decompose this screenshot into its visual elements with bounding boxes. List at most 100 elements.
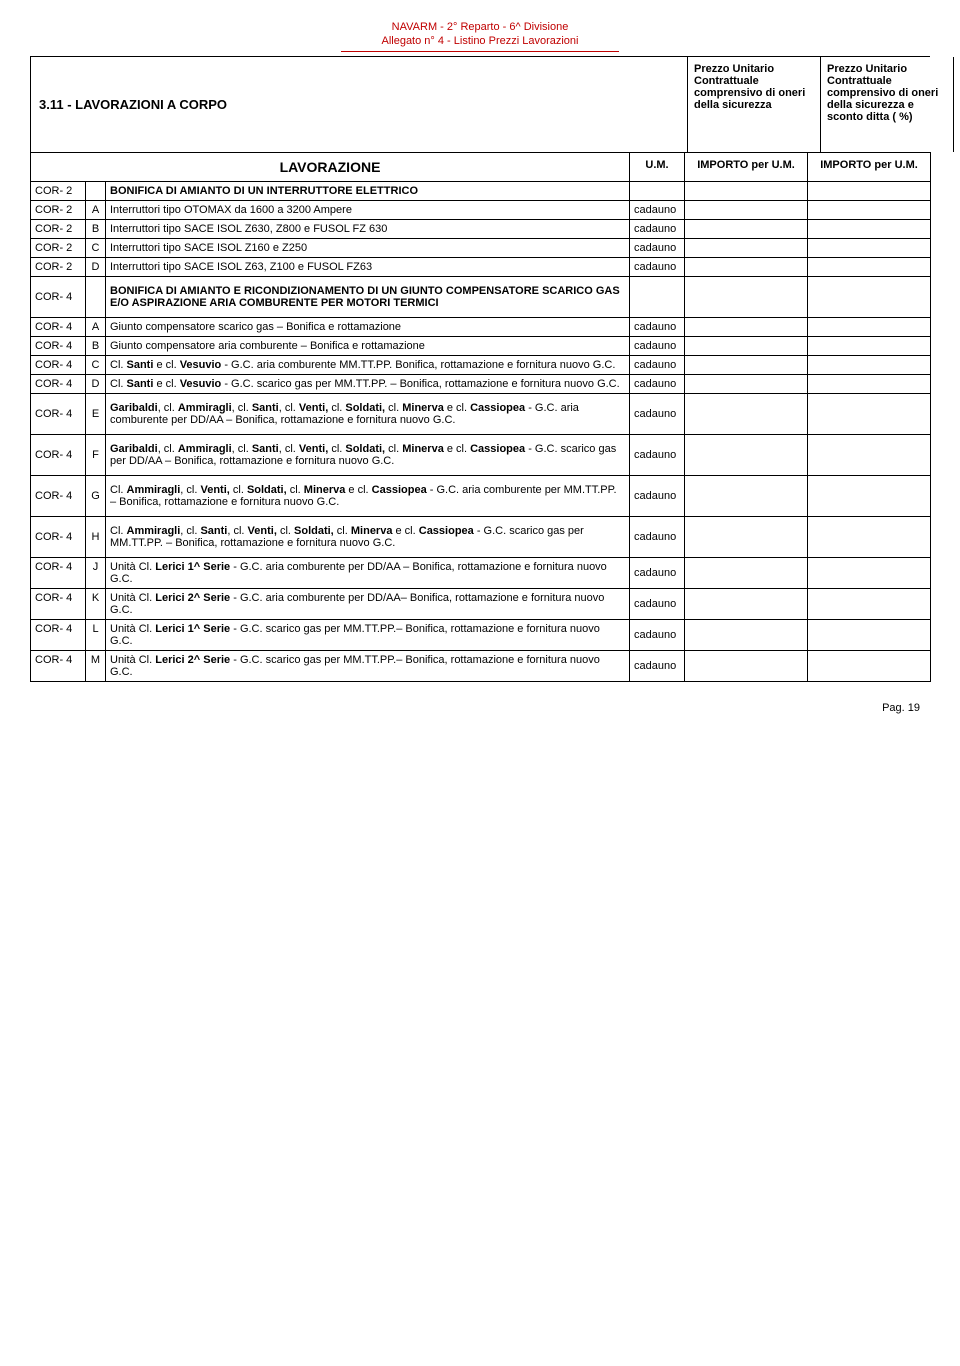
um-cell	[630, 276, 685, 317]
letter-cell: K	[86, 588, 106, 619]
letter-cell: H	[86, 516, 106, 557]
importo1-cell	[685, 257, 808, 276]
letter-cell	[86, 276, 106, 317]
letter-cell: F	[86, 434, 106, 475]
table-row: COR- 2BInterruttori tipo SACE ISOL Z630,…	[31, 219, 931, 238]
um-cell: cadauno	[630, 393, 685, 434]
table-row: COR- 4KUnità Cl. Lerici 2^ Serie - G.C. …	[31, 588, 931, 619]
table-row: COR- 4CCl. Santi e cl. Vesuvio - G.C. ar…	[31, 355, 931, 374]
table-header-row: LAVORAZIONE U.M. IMPORTO per U.M. IMPORT…	[31, 152, 931, 181]
letter-cell: E	[86, 393, 106, 434]
price-col-2: Prezzo Unitario Contrattuale comprensivo…	[820, 57, 954, 152]
um-cell: cadauno	[630, 557, 685, 588]
doc-header: NAVARM - 2° Reparto - 6^ Divisione Alleg…	[30, 20, 930, 52]
um-cell: cadauno	[630, 200, 685, 219]
table-row: COR- 4AGiunto compensatore scarico gas –…	[31, 317, 931, 336]
table-row: COR- 4GCl. Ammiragli, cl. Venti, cl. Sol…	[31, 475, 931, 516]
description-cell: Interruttori tipo SACE ISOL Z630, Z800 e…	[106, 219, 630, 238]
code-cell: COR- 2	[31, 200, 86, 219]
importo1-cell	[685, 475, 808, 516]
table-row: COR- 4DCl. Santi e cl. Vesuvio - G.C. sc…	[31, 374, 931, 393]
importo1-cell	[685, 557, 808, 588]
importo2-cell	[808, 276, 931, 317]
importo1-cell	[685, 393, 808, 434]
importo2-cell	[808, 219, 931, 238]
letter-cell: C	[86, 238, 106, 257]
description-cell: BONIFICA DI AMIANTO DI UN INTERRUTTORE E…	[106, 181, 630, 200]
importo2-cell	[808, 588, 931, 619]
importo1-cell	[685, 276, 808, 317]
code-cell: COR- 4	[31, 355, 86, 374]
code-cell: COR- 4	[31, 475, 86, 516]
letter-cell: J	[86, 557, 106, 588]
um-cell: cadauno	[630, 619, 685, 650]
table-row: COR- 4JUnità Cl. Lerici 1^ Serie - G.C. …	[31, 557, 931, 588]
importo1-cell	[685, 434, 808, 475]
importo1-cell	[685, 588, 808, 619]
importo2-cell	[808, 619, 931, 650]
th-importo-2: IMPORTO per U.M.	[808, 152, 931, 181]
importo2-cell	[808, 317, 931, 336]
code-cell: COR- 4	[31, 393, 86, 434]
code-cell: COR- 4	[31, 557, 86, 588]
section-title: 3.11 - LAVORAZIONI A CORPO	[30, 57, 687, 152]
th-lavorazione: LAVORAZIONE	[31, 152, 630, 181]
description-cell: Cl. Santi e cl. Vesuvio - G.C. scarico g…	[106, 374, 630, 393]
code-cell: COR- 4	[31, 619, 86, 650]
importo2-cell	[808, 238, 931, 257]
letter-cell: D	[86, 374, 106, 393]
description-cell: Giunto compensatore aria comburente – Bo…	[106, 336, 630, 355]
table-row: COR- 4HCl. Ammiragli, cl. Santi, cl. Ven…	[31, 516, 931, 557]
um-cell: cadauno	[630, 374, 685, 393]
table-row: COR- 4BGiunto compensatore aria comburen…	[31, 336, 931, 355]
importo1-cell	[685, 219, 808, 238]
letter-cell: M	[86, 650, 106, 681]
um-cell: cadauno	[630, 434, 685, 475]
um-cell: cadauno	[630, 355, 685, 374]
table-row: COR- 2AInterruttori tipo OTOMAX da 1600 …	[31, 200, 931, 219]
header-line1: NAVARM - 2° Reparto - 6^ Divisione	[30, 20, 930, 34]
letter-cell: D	[86, 257, 106, 276]
main-table: LAVORAZIONE U.M. IMPORTO per U.M. IMPORT…	[30, 152, 931, 682]
importo2-cell	[808, 650, 931, 681]
description-cell: Garibaldi, cl. Ammiragli, cl. Santi, cl.…	[106, 393, 630, 434]
code-cell: COR- 4	[31, 588, 86, 619]
description-cell: Unità Cl. Lerici 1^ Serie - G.C. scarico…	[106, 619, 630, 650]
description-cell: Garibaldi, cl. Ammiragli, cl. Santi, cl.…	[106, 434, 630, 475]
letter-cell: C	[86, 355, 106, 374]
table-row: COR- 4EGaribaldi, cl. Ammiragli, cl. San…	[31, 393, 931, 434]
description-cell: Cl. Ammiragli, cl. Santi, cl. Venti, cl.…	[106, 516, 630, 557]
importo1-cell	[685, 650, 808, 681]
letter-cell: B	[86, 336, 106, 355]
code-cell: COR- 4	[31, 650, 86, 681]
importo1-cell	[685, 374, 808, 393]
importo2-cell	[808, 475, 931, 516]
description-cell: Giunto compensatore scarico gas – Bonifi…	[106, 317, 630, 336]
importo2-cell	[808, 393, 931, 434]
code-cell: COR- 4	[31, 434, 86, 475]
table-row: COR- 2DInterruttori tipo SACE ISOL Z63, …	[31, 257, 931, 276]
importo2-cell	[808, 200, 931, 219]
page-footer: Pag. 19	[30, 682, 930, 714]
table-row: COR- 4MUnità Cl. Lerici 2^ Serie - G.C. …	[31, 650, 931, 681]
code-cell: COR- 2	[31, 219, 86, 238]
importo1-cell	[685, 317, 808, 336]
description-cell: Unità Cl. Lerici 2^ Serie - G.C. scarico…	[106, 650, 630, 681]
header-line2: Allegato n° 4 - Listino Prezzi Lavorazio…	[341, 34, 618, 51]
um-cell: cadauno	[630, 650, 685, 681]
code-cell: COR- 2	[31, 181, 86, 200]
banner: 3.11 - LAVORAZIONI A CORPO Prezzo Unitar…	[30, 56, 930, 152]
code-cell: COR- 4	[31, 276, 86, 317]
importo2-cell	[808, 336, 931, 355]
table-row: COR- 4BONIFICA DI AMIANTO E RICONDIZIONA…	[31, 276, 931, 317]
description-cell: Cl. Santi e cl. Vesuvio - G.C. aria comb…	[106, 355, 630, 374]
letter-cell: G	[86, 475, 106, 516]
um-cell: cadauno	[630, 238, 685, 257]
table-row: COR- 4LUnità Cl. Lerici 1^ Serie - G.C. …	[31, 619, 931, 650]
um-cell: cadauno	[630, 475, 685, 516]
th-um: U.M.	[630, 152, 685, 181]
importo1-cell	[685, 355, 808, 374]
letter-cell	[86, 181, 106, 200]
table-row: COR- 2 BONIFICA DI AMIANTO DI UN INTERRUT…	[31, 181, 931, 200]
code-cell: COR- 4	[31, 516, 86, 557]
